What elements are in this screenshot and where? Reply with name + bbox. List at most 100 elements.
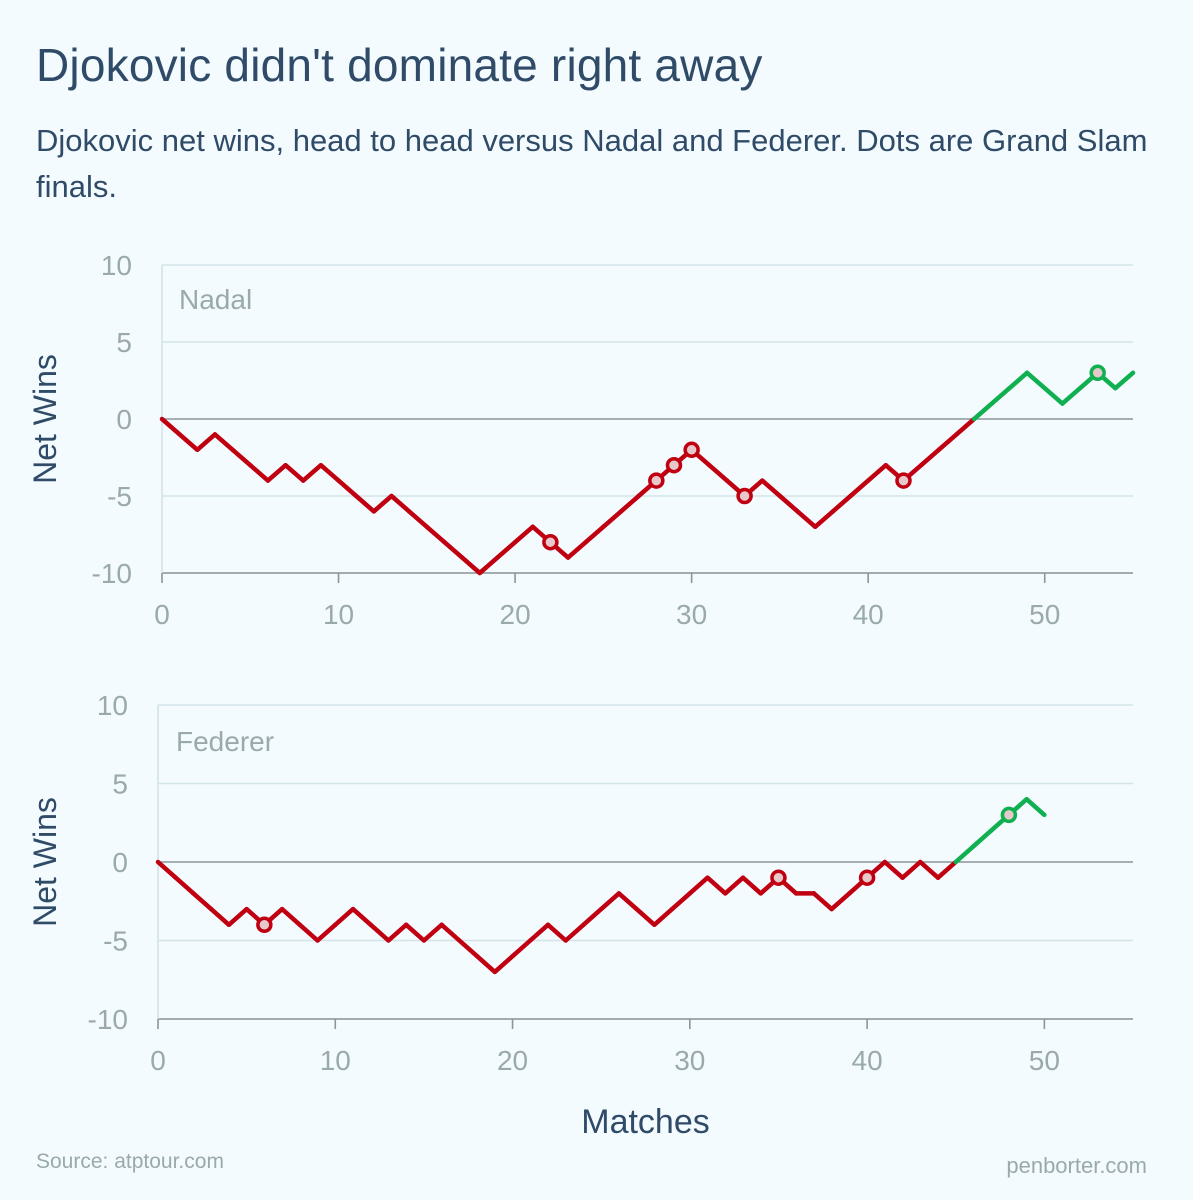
nadal-line-segment bbox=[442, 539, 465, 560]
federer-grand-slam-dot bbox=[256, 916, 273, 934]
federer-line-segment bbox=[457, 938, 480, 959]
federer-line-segment bbox=[740, 875, 763, 896]
federer-x-tick-label: 0 bbox=[150, 1045, 166, 1076]
nadal-y-tick-label: 0 bbox=[116, 404, 132, 435]
nadal-line-segment bbox=[424, 524, 447, 545]
credit-note: penborter.com bbox=[1006, 1153, 1147, 1178]
federer-y-tick-label: 0 bbox=[112, 847, 128, 878]
nadal-line-segment bbox=[477, 555, 500, 576]
federer-line-segment bbox=[528, 922, 551, 943]
nadal-line-segment bbox=[1024, 370, 1047, 391]
nadal-line-segment bbox=[212, 432, 235, 453]
federer-line-segment bbox=[510, 938, 533, 959]
federer-line-segment bbox=[598, 891, 622, 912]
nadal-line-segment bbox=[601, 509, 624, 530]
nadal-y-tick-label: -10 bbox=[92, 558, 132, 589]
federer-line-segment bbox=[297, 922, 320, 943]
federer-line-segment bbox=[155, 859, 178, 880]
federer-grand-slam-dot bbox=[770, 869, 787, 886]
nadal-x-tick-label: 50 bbox=[1029, 599, 1060, 630]
nadal-line-segment bbox=[1042, 385, 1065, 406]
federer-line-segment bbox=[563, 922, 586, 943]
nadal-y-axis-label: Net Wins bbox=[27, 354, 63, 484]
federer-y-tick-label: 10 bbox=[97, 690, 128, 721]
federer-line-segment bbox=[652, 906, 675, 928]
federer-line-segment bbox=[545, 922, 568, 943]
federer-line-segment bbox=[935, 859, 958, 880]
federer-line-segment bbox=[829, 891, 852, 912]
nadal-grand-slam-dot bbox=[542, 533, 559, 551]
federer-x-tick-label: 10 bbox=[320, 1045, 351, 1076]
nadal-line-segment bbox=[177, 432, 200, 453]
federer-y-axis-label: Net Wins bbox=[27, 797, 63, 927]
nadal-line-segment bbox=[812, 509, 836, 530]
nadal-line-segment bbox=[865, 462, 889, 483]
nadal-line-segment bbox=[406, 509, 430, 530]
nadal-line-segment bbox=[283, 462, 306, 483]
federer-line-segment bbox=[616, 891, 639, 912]
federer-line-segment bbox=[971, 828, 994, 849]
nadal-line-segment bbox=[848, 478, 871, 499]
federer-line-segment bbox=[350, 906, 373, 928]
nadal-y-tick-label: 5 bbox=[116, 327, 132, 358]
federer-line-segment bbox=[492, 953, 515, 975]
federer-line-segment bbox=[474, 953, 498, 975]
nadal-grand-slam-dot bbox=[736, 487, 753, 505]
federer-x-axis-label: Matches bbox=[581, 1103, 710, 1141]
nadal-line-segment bbox=[936, 432, 959, 453]
federer-line-segment bbox=[705, 875, 728, 896]
nadal-line-segment bbox=[159, 416, 182, 437]
nadal-panel-label: Nadal bbox=[179, 284, 252, 315]
nadal-line-segment bbox=[707, 462, 730, 483]
nadal-x-tick-label: 10 bbox=[323, 599, 354, 630]
federer-x-tick-label: 20 bbox=[497, 1045, 528, 1076]
nadal-line-segment bbox=[918, 447, 942, 468]
nadal-line-segment bbox=[195, 432, 218, 453]
federer-line-segment bbox=[279, 906, 303, 928]
nadal-line-segment bbox=[795, 509, 818, 530]
nadal-y-tick-label: 10 bbox=[101, 250, 132, 281]
federer-line-segment bbox=[581, 906, 604, 928]
nadal-line-segment bbox=[230, 447, 253, 468]
nadal-line-segment bbox=[583, 524, 606, 545]
nadal-y-tick-label: -5 bbox=[107, 481, 132, 512]
nadal-line-segment bbox=[371, 493, 394, 514]
nadal-line-segment bbox=[512, 524, 535, 545]
nadal-line-segment bbox=[1113, 370, 1136, 391]
nadal-grand-slam-dot bbox=[895, 472, 912, 489]
federer-line-segment bbox=[918, 859, 941, 880]
nadal-x-tick-label: 20 bbox=[500, 599, 531, 630]
federer-x-tick-label: 30 bbox=[674, 1045, 705, 1076]
federer-line-segment bbox=[900, 859, 923, 880]
nadal-line-segment bbox=[318, 462, 341, 483]
nadal-grand-slam-dot bbox=[648, 472, 665, 489]
federer-x-tick-label: 40 bbox=[852, 1045, 883, 1076]
source-note: Source: atptour.com bbox=[36, 1150, 224, 1173]
federer-line-segment bbox=[368, 922, 391, 943]
nadal-line-segment bbox=[353, 493, 377, 514]
federer-y-tick-label: -10 bbox=[88, 1004, 128, 1035]
nadal-line-segment bbox=[459, 555, 483, 576]
federer-line-segment bbox=[173, 875, 196, 896]
nadal-line-segment bbox=[954, 416, 977, 437]
federer-line-segment bbox=[226, 906, 249, 928]
federer-line-segment bbox=[669, 891, 693, 912]
federer-line-segment bbox=[439, 922, 462, 943]
federer-line-segment bbox=[421, 922, 444, 943]
federer-y-tick-label: -5 bbox=[103, 926, 128, 957]
nadal-line-segment bbox=[989, 385, 1012, 406]
federer-panel-label: Federer bbox=[176, 726, 274, 757]
nadal-x-tick-label: 0 bbox=[154, 599, 170, 630]
nadal-line-segment bbox=[389, 493, 412, 514]
nadal-line-segment bbox=[336, 478, 359, 499]
federer-grand-slam-dot bbox=[1000, 806, 1018, 824]
nadal-line-segment bbox=[1007, 370, 1030, 391]
nadal-x-tick-label: 40 bbox=[853, 599, 884, 630]
federer-line-segment bbox=[811, 891, 834, 912]
federer-line-segment bbox=[882, 859, 905, 880]
nadal-grand-slam-dot bbox=[683, 441, 700, 459]
nadal-line-segment bbox=[830, 493, 853, 514]
nadal-grand-slam-dot bbox=[665, 456, 683, 474]
federer-line-segment bbox=[386, 922, 409, 943]
